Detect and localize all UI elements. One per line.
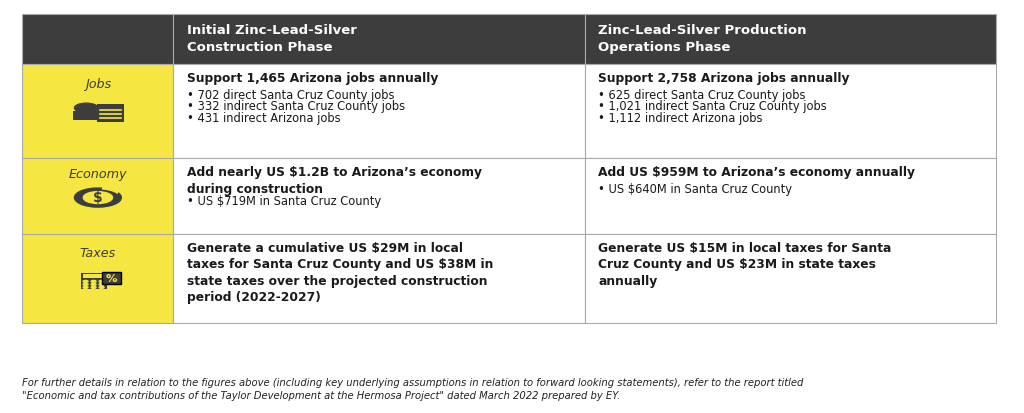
Text: $: $ <box>93 190 102 204</box>
FancyBboxPatch shape <box>101 272 121 285</box>
Text: • 1,021 indirect Santa Cruz County jobs: • 1,021 indirect Santa Cruz County jobs <box>598 100 826 113</box>
Circle shape <box>83 192 113 204</box>
Circle shape <box>75 103 98 113</box>
Text: Support 2,758 Arizona jobs annually: Support 2,758 Arizona jobs annually <box>598 72 850 85</box>
Bar <box>585 14 996 64</box>
Bar <box>173 14 585 64</box>
Text: Generate a cumulative US $29M in local
taxes for Santa Cruz County and US $38M i: Generate a cumulative US $29M in local t… <box>186 242 493 304</box>
Text: Add nearly US $1.2B to Arizona’s economy
during construction: Add nearly US $1.2B to Arizona’s economy… <box>186 166 481 196</box>
Text: • US $719M in Santa Cruz County: • US $719M in Santa Cruz County <box>186 195 381 208</box>
Bar <box>585 234 996 323</box>
Text: • 1,112 indirect Arizona jobs: • 1,112 indirect Arizona jobs <box>598 112 763 125</box>
Bar <box>23 14 173 64</box>
Text: • 702 direct Santa Cruz County jobs: • 702 direct Santa Cruz County jobs <box>186 89 394 102</box>
Text: • US $640M in Santa Cruz County: • US $640M in Santa Cruz County <box>598 183 793 196</box>
Circle shape <box>91 286 96 288</box>
Circle shape <box>83 283 88 285</box>
Bar <box>83 274 104 278</box>
Bar <box>173 158 585 234</box>
Bar <box>585 64 996 158</box>
Text: • 431 indirect Arizona jobs: • 431 indirect Arizona jobs <box>186 112 340 125</box>
Circle shape <box>83 280 88 282</box>
Circle shape <box>99 283 104 285</box>
Circle shape <box>75 188 122 207</box>
Bar <box>23 158 173 234</box>
Text: %: % <box>105 274 117 284</box>
Text: • 625 direct Santa Cruz County jobs: • 625 direct Santa Cruz County jobs <box>598 89 806 102</box>
Text: For further details in relation to the figures above (including key underlying a: For further details in relation to the f… <box>23 378 804 401</box>
Bar <box>73 111 98 120</box>
Circle shape <box>83 286 88 288</box>
Bar <box>585 158 996 234</box>
Circle shape <box>91 280 96 282</box>
Text: Add US $959M to Arizona’s economy annually: Add US $959M to Arizona’s economy annual… <box>598 166 915 179</box>
Bar <box>81 273 106 289</box>
Bar <box>23 234 173 323</box>
Bar <box>23 64 173 158</box>
Bar <box>173 64 585 158</box>
Circle shape <box>99 286 104 288</box>
Text: Taxes: Taxes <box>80 247 116 260</box>
Text: Support 1,465 Arizona jobs annually: Support 1,465 Arizona jobs annually <box>186 72 438 85</box>
Circle shape <box>91 283 96 285</box>
Text: Economy: Economy <box>69 168 127 181</box>
Circle shape <box>99 280 104 282</box>
Text: Initial Zinc-Lead-Silver
Construction Phase: Initial Zinc-Lead-Silver Construction Ph… <box>186 24 356 54</box>
Bar <box>173 234 585 323</box>
Text: • 332 indirect Santa Cruz County jobs: • 332 indirect Santa Cruz County jobs <box>186 100 404 113</box>
Bar <box>96 104 124 122</box>
Text: Zinc-Lead-Silver Production
Operations Phase: Zinc-Lead-Silver Production Operations P… <box>598 24 807 54</box>
Text: Jobs: Jobs <box>85 78 111 91</box>
Text: Generate US $15M in local taxes for Santa
Cruz County and US $23M in state taxes: Generate US $15M in local taxes for Sant… <box>598 242 892 288</box>
